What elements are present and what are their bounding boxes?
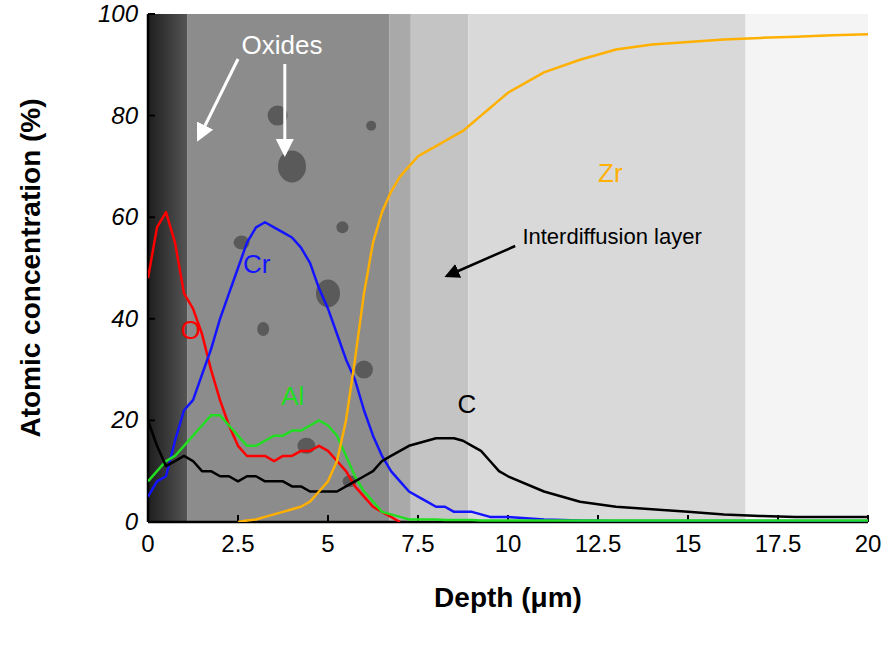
bg-pore — [257, 322, 269, 336]
series-line — [238, 34, 868, 522]
bg-band — [188, 14, 390, 522]
series-line — [148, 420, 868, 517]
series-label: O — [180, 315, 200, 345]
bg-pore — [355, 361, 373, 379]
series-label: Al — [281, 381, 304, 411]
series-line — [148, 415, 868, 520]
lines — [148, 34, 868, 522]
annotation-arrow — [198, 59, 238, 139]
background — [148, 14, 868, 522]
chart: 0 2.5 5 7.5 10 12.5 15 17.5 20 0 20 40 60 80 100 Depth … — [0, 0, 893, 652]
y-tick-label: 40 — [111, 305, 138, 332]
annotation-arrow — [283, 64, 286, 154]
x-tick-label: 12.5 — [575, 530, 622, 557]
x-tick — [147, 515, 149, 522]
bg-pore — [336, 221, 348, 233]
bg-pore — [316, 279, 340, 307]
series-label: Cr — [243, 249, 271, 279]
bg-pore — [278, 150, 306, 182]
y-axis-title: Atomic concentration (%) — [15, 98, 46, 437]
bg-pore — [366, 121, 376, 131]
annotation: Interdiffusion layer — [522, 224, 701, 249]
x-tick-label: 7.5 — [401, 530, 434, 557]
x-tick-label: 20 — [855, 530, 882, 557]
series-label: Zr — [598, 158, 623, 188]
x-tick-label: 15 — [675, 530, 702, 557]
series-labels: O Cr Al C Zr — [180, 158, 622, 419]
x-tick-label: 0 — [141, 530, 154, 557]
y-tick — [148, 13, 155, 15]
y-tick — [148, 318, 155, 320]
bg-band — [411, 14, 469, 522]
series-line — [148, 222, 868, 521]
y-tick — [148, 115, 155, 117]
axes: 0 2.5 5 7.5 10 12.5 15 17.5 20 0 20 40 60 80 100 — [98, 0, 881, 557]
y-tick-label: 60 — [111, 203, 138, 230]
x-axis-title: Depth (μm) — [434, 582, 582, 613]
x-tick-label: 5 — [321, 530, 334, 557]
bg-band — [746, 14, 868, 522]
x-tick-label: 17.5 — [755, 530, 802, 557]
y-tick — [148, 521, 155, 523]
annotation-arrow — [447, 246, 515, 276]
y-tick-label: 100 — [98, 0, 139, 27]
x-tick — [327, 515, 329, 522]
series-line — [148, 212, 400, 522]
y-tick — [148, 216, 155, 218]
x-tick-label: 10 — [495, 530, 522, 557]
x-tick-label: 2.5 — [221, 530, 254, 557]
y-tick-label: 0 — [125, 508, 139, 535]
annotation: Oxides — [242, 30, 323, 60]
bg-band — [148, 14, 188, 522]
annotations: Oxides Interdiffusion layer — [198, 30, 701, 276]
series-label: C — [458, 389, 477, 419]
y-tick-label: 20 — [110, 406, 138, 433]
y-tick-label: 80 — [111, 102, 138, 129]
